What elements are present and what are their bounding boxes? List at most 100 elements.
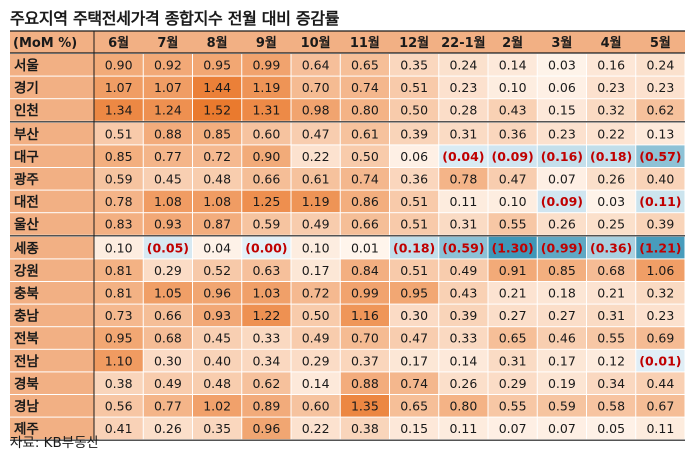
heat-cell — [143, 395, 192, 417]
heat-cell — [587, 168, 636, 190]
heat-cell — [242, 122, 291, 145]
row-label: 울산 — [14, 216, 39, 233]
heat-cell — [143, 417, 192, 440]
heat-cell — [340, 145, 389, 167]
cell-value: 0.72 — [302, 286, 330, 301]
cell-value: 0.38 — [105, 376, 133, 391]
cell-value: 0.90 — [105, 58, 133, 73]
cell-value: 0.59 — [252, 217, 280, 232]
cell-value: 0.17 — [548, 353, 576, 368]
heat-cell — [587, 349, 636, 372]
heat-cell — [636, 54, 685, 76]
heat-cell — [193, 349, 242, 372]
cell-value: 0.90 — [252, 149, 280, 164]
cell-value: 0.51 — [105, 126, 133, 141]
cell-value: 0.17 — [400, 353, 428, 368]
column-header: 6월 — [108, 35, 129, 51]
cell-value: 0.24 — [449, 58, 477, 73]
heat-cell — [94, 76, 143, 99]
row-label: 경기 — [14, 80, 39, 97]
heat-cell — [537, 145, 586, 167]
cell-value: 0.74 — [400, 376, 428, 391]
row-label-cell — [10, 76, 94, 99]
cell-value: 0.99 — [252, 58, 280, 73]
cell-value: 0.29 — [499, 376, 527, 391]
cell-value: 1.05 — [154, 286, 182, 301]
heat-cell — [340, 349, 389, 372]
heat-cell — [340, 99, 389, 121]
heat-cell — [340, 236, 389, 259]
heat-cell — [143, 76, 192, 99]
heat-cell — [439, 282, 488, 304]
heat-cell — [587, 304, 636, 327]
cell-value: 0.11 — [646, 421, 674, 436]
heat-cell — [340, 304, 389, 327]
cell-value: 0.70 — [302, 80, 330, 95]
cell-value: 0.07 — [499, 421, 527, 436]
heat-cell — [291, 213, 340, 235]
heat-cell — [193, 213, 242, 235]
cell-value: 0.81 — [105, 286, 133, 301]
cell-value: 0.86 — [351, 194, 379, 209]
heat-cell — [636, 395, 685, 417]
cell-value: 0.47 — [400, 331, 428, 346]
cell-value: 0.26 — [449, 376, 477, 391]
cell-value: 0.13 — [646, 126, 674, 141]
cell-value: 0.11 — [449, 194, 477, 209]
heat-cell — [390, 190, 439, 213]
row-label-cell — [10, 99, 94, 121]
heat-cell — [94, 168, 143, 190]
heat-cell — [439, 259, 488, 281]
heat-cell — [242, 304, 291, 327]
cell-value: 0.58 — [597, 399, 625, 414]
cell-value: (0.99) — [541, 240, 583, 255]
heat-cell — [636, 99, 685, 121]
cell-value: 0.31 — [597, 308, 625, 323]
cell-value: 0.49 — [449, 263, 477, 278]
cell-value: 0.40 — [646, 172, 674, 187]
heat-cell — [537, 282, 586, 304]
row-label: 인천 — [14, 102, 39, 119]
cell-value: 0.49 — [302, 217, 330, 232]
cell-value: 0.70 — [351, 331, 379, 346]
heat-cell — [291, 395, 340, 417]
cell-value: 0.78 — [449, 172, 477, 187]
heat-cell — [390, 259, 439, 281]
heat-cell — [587, 122, 636, 145]
cell-value: 1.03 — [252, 286, 280, 301]
cell-value: 0.51 — [400, 263, 428, 278]
cell-value: 0.26 — [548, 217, 576, 232]
cell-value: (0.36) — [590, 240, 632, 255]
cell-value: 1.06 — [646, 263, 674, 278]
cell-value: 0.65 — [499, 331, 527, 346]
column-header: 8월 — [207, 35, 228, 51]
heat-cell — [587, 76, 636, 99]
cell-value: 0.66 — [252, 172, 280, 187]
heat-cell — [537, 259, 586, 281]
heat-cell — [94, 282, 143, 304]
cell-value: 0.24 — [646, 58, 674, 73]
cell-value: 0.49 — [302, 331, 330, 346]
heat-cell — [242, 145, 291, 167]
cell-value: 0.55 — [597, 331, 625, 346]
heat-cell — [587, 236, 636, 259]
cell-value: 0.80 — [351, 103, 379, 118]
cell-value: 1.34 — [105, 103, 133, 118]
row-label-cell — [10, 236, 94, 259]
cell-value: 0.72 — [203, 149, 231, 164]
cell-value: 0.15 — [400, 421, 428, 436]
heat-cell — [291, 122, 340, 145]
heat-cell — [636, 304, 685, 327]
cell-value: 0.07 — [548, 172, 576, 187]
column-header: 11월 — [350, 35, 380, 51]
heat-cell — [636, 236, 685, 259]
heat-cell — [488, 282, 537, 304]
cell-value: 0.95 — [105, 331, 133, 346]
cell-value: 0.17 — [302, 263, 330, 278]
cell-value: 0.80 — [449, 399, 477, 414]
heat-cell — [439, 236, 488, 259]
heat-cell — [143, 122, 192, 145]
cell-value: 0.32 — [597, 103, 625, 118]
heat-cell — [94, 145, 143, 167]
heat-cell — [439, 349, 488, 372]
